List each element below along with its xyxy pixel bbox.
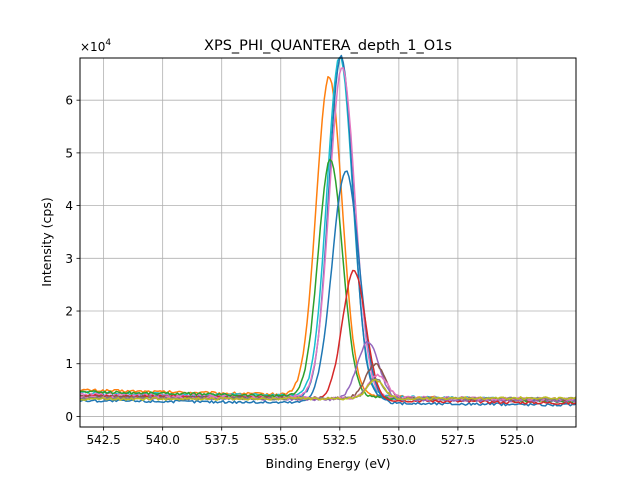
x-tick-label-3: 535.0 (264, 433, 298, 447)
series-line-11 (79, 378, 577, 401)
plot-frame (79, 57, 577, 428)
y-tick-label-6: 6 (65, 94, 73, 108)
series-line-5 (79, 170, 577, 407)
y-axis-multiplier: ×104 (80, 38, 111, 54)
x-tick-label-2: 537.5 (205, 433, 239, 447)
chart-title: XPS_PHI_QUANTERA_depth_1_O1s (204, 38, 452, 54)
y-tick-label-1: 1 (65, 357, 73, 371)
y-tick-label-5: 5 (65, 146, 73, 160)
y-multiplier-base: ×10 (80, 40, 105, 54)
x-axis-label: Binding Energy (eV) (266, 456, 391, 471)
x-tick-label-6: 527.5 (441, 433, 475, 447)
x-tick-label-0: 542.5 (86, 433, 120, 447)
y-multiplier-exponent: 4 (105, 38, 111, 48)
x-axis-ticks: 542.5 540.0 537.5 535.0 532.5 530.0 527.5 525.0 (86, 427, 534, 447)
x-tick-label-4: 532.5 (323, 433, 357, 447)
series-lines (79, 54, 577, 407)
x-tick-label-5: 530.0 (382, 433, 416, 447)
x-tick-label-7: 525.0 (500, 433, 534, 447)
y-tick-label-4: 4 (65, 199, 73, 213)
plot-area (80, 58, 576, 427)
y-tick-label-2: 2 (65, 305, 73, 319)
y-tick-label-3: 3 (65, 252, 73, 266)
y-tick-label-0: 0 (65, 410, 73, 424)
y-axis-ticks: 0 1 2 3 4 5 6 (65, 94, 80, 424)
y-axis-label: Intensity (cps) (39, 197, 54, 286)
x-tick-label-1: 540.0 (145, 433, 179, 447)
